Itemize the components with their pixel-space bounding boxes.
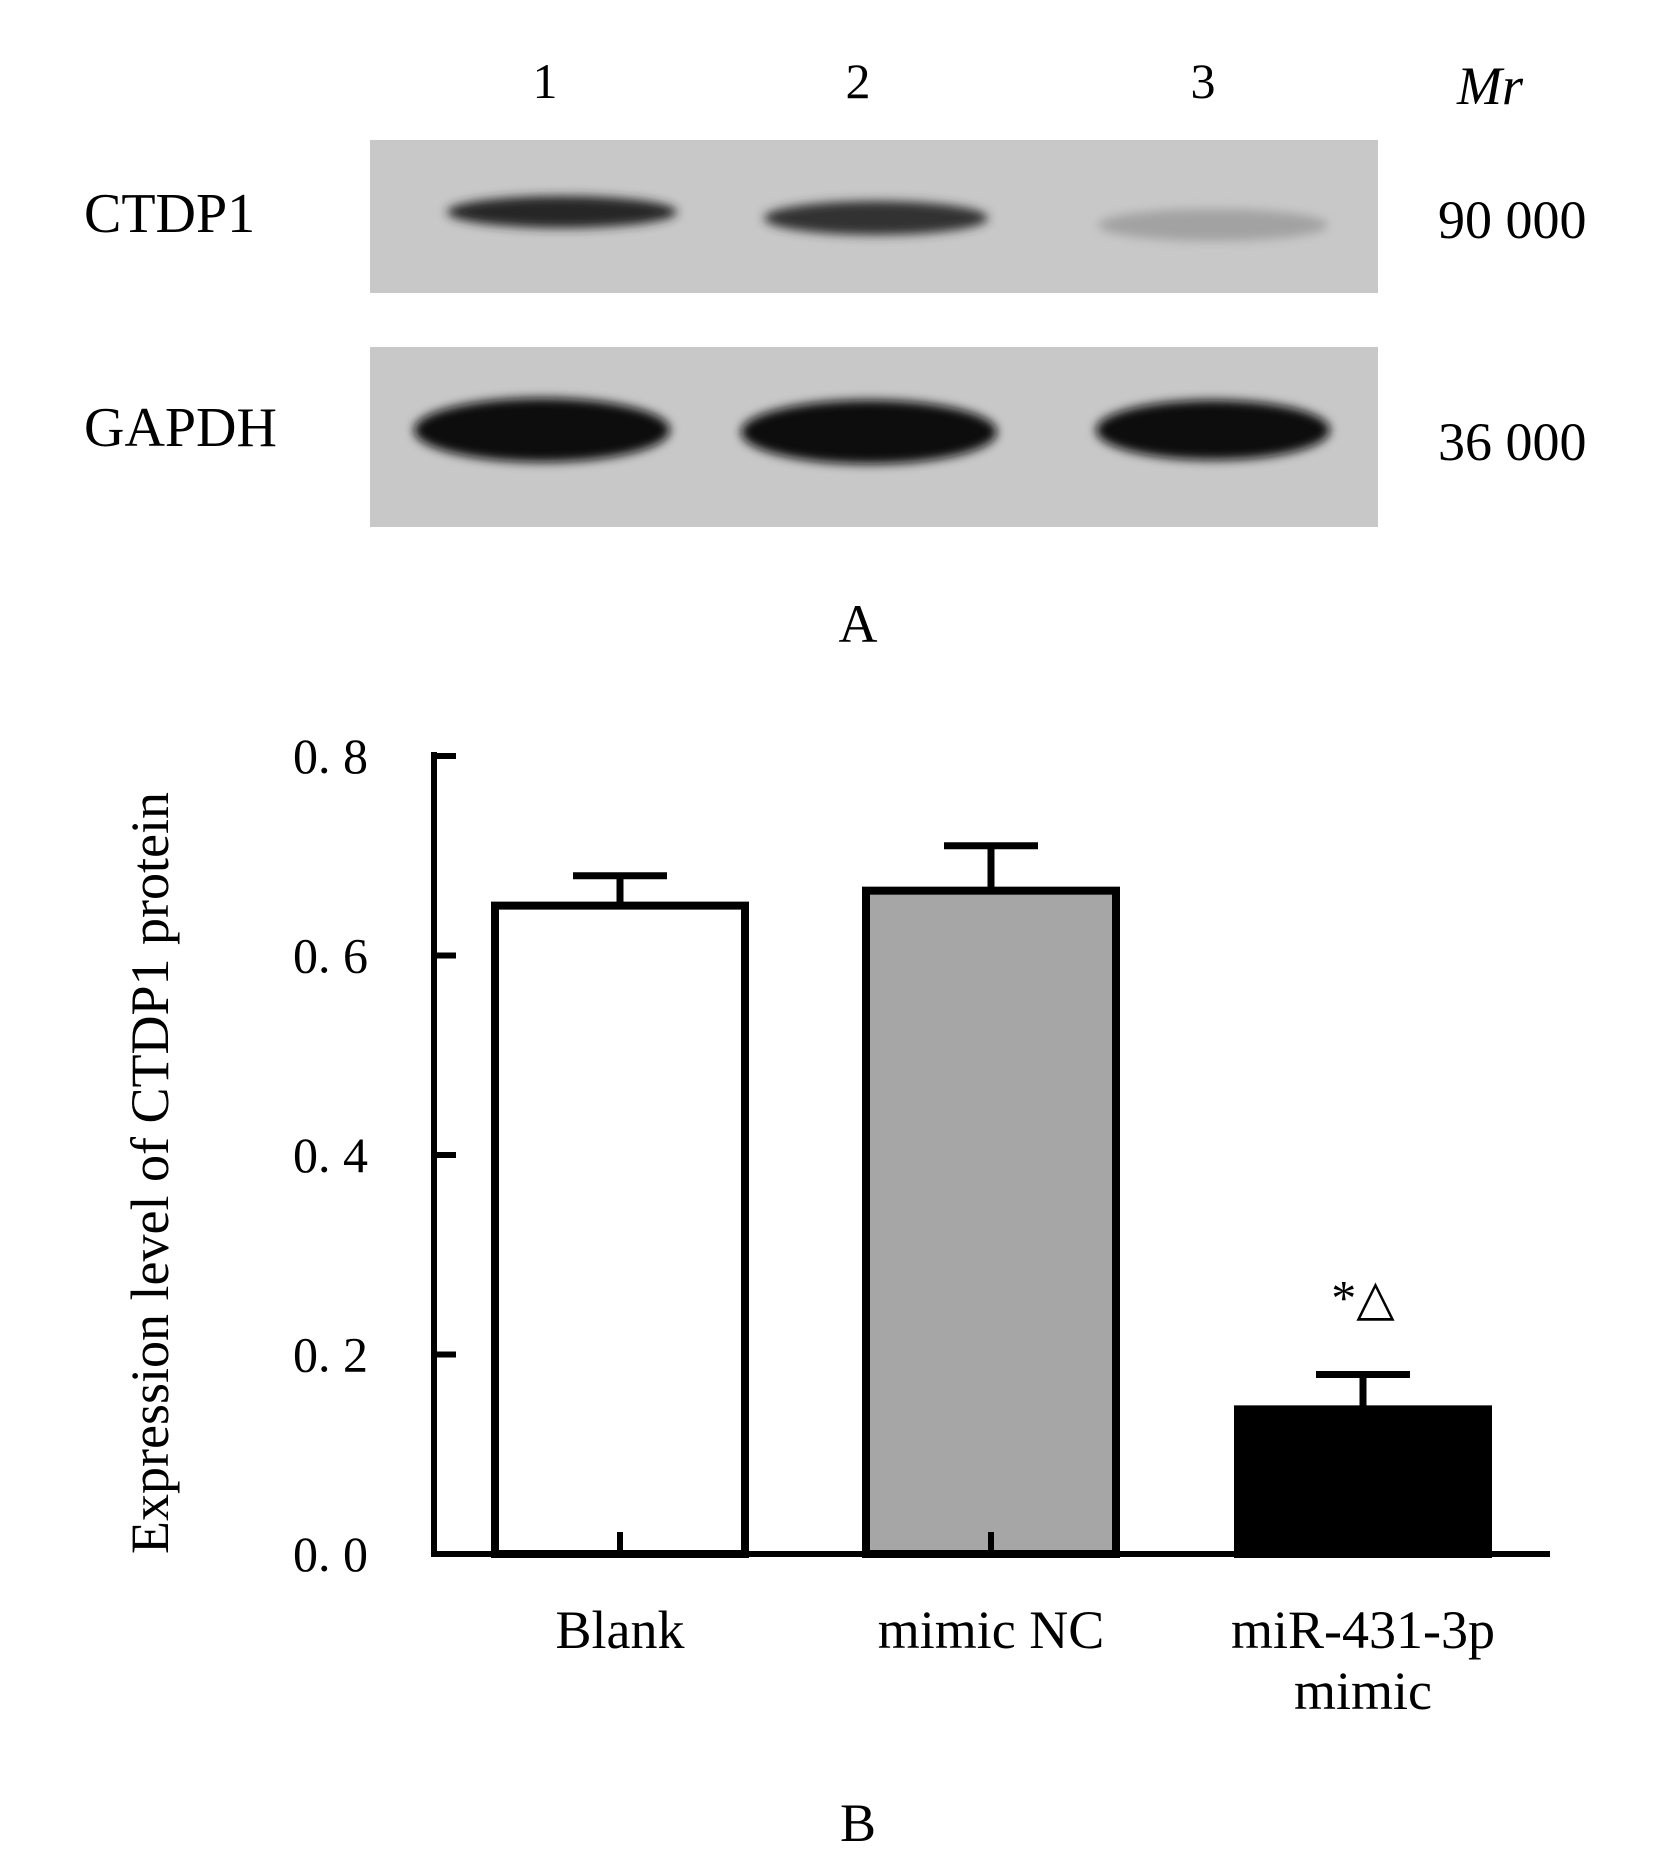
axes — [431, 752, 1550, 1557]
mr-value-ctdp1: 90 000 — [1438, 190, 1587, 250]
panel-a: 1 2 3 Mr CTDP1 GAPDH 90 000 36 000 A — [84, 53, 1587, 654]
y-axis-label: Expression level of CTDP1 protein — [120, 792, 180, 1554]
y-tick-label: 0. 2 — [293, 1327, 368, 1383]
blot-band — [447, 196, 677, 228]
x-tick-label: Blank — [556, 1600, 685, 1660]
blot-band — [414, 398, 670, 462]
x-tick-label: miR-431-3p — [1231, 1600, 1495, 1660]
y-tick-label: 0. 4 — [293, 1127, 368, 1183]
bar — [862, 886, 1120, 1558]
blot-band — [764, 201, 988, 235]
ctdp1-bands — [447, 196, 1328, 241]
blot-band — [741, 400, 997, 464]
x-tick-label: mimic NC — [878, 1600, 1105, 1660]
y-tick-label: 0. 6 — [293, 928, 368, 984]
bars — [491, 842, 1492, 1559]
row-label-ctdp1: CTDP1 — [84, 183, 255, 245]
mr-value-gapdh: 36 000 — [1438, 412, 1587, 472]
blot-band — [1096, 400, 1330, 460]
y-tick-label: 0. 0 — [293, 1526, 368, 1582]
panel-b-caption: B — [840, 1793, 876, 1853]
bar — [491, 901, 749, 1558]
blot-band — [1098, 209, 1328, 241]
bar-chart: Expression level of CTDP1 protein Blank m… — [120, 728, 1550, 1853]
row-label-gapdh: GAPDH — [84, 397, 277, 459]
lane-label-1: 1 — [533, 53, 558, 109]
lane-label-2: 2 — [846, 53, 871, 109]
mr-header: Mr — [1456, 56, 1524, 116]
lane-label-3: 3 — [1191, 53, 1216, 109]
x-tick-label: mimic — [1294, 1661, 1432, 1721]
panel-a-caption: A — [839, 594, 878, 654]
gapdh-bands — [414, 398, 1330, 464]
significance-annotation: *△ — [1331, 1269, 1395, 1325]
y-tick-label: 0. 8 — [293, 728, 368, 784]
